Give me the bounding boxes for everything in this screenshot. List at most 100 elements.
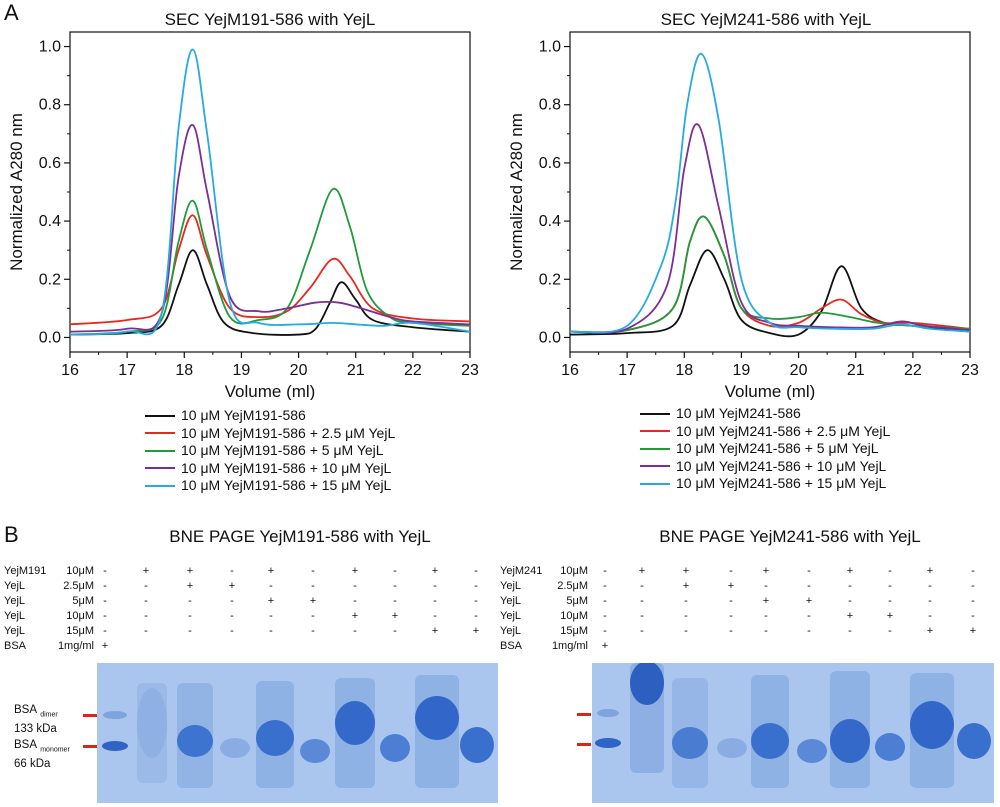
gel-band xyxy=(830,719,870,763)
marker-monomer-name: BSA xyxy=(14,739,38,751)
gel-band xyxy=(797,739,827,763)
lane-mark: - xyxy=(393,565,397,577)
x-tick-label: 20 xyxy=(790,362,808,379)
y-tick-label: 0.4 xyxy=(39,213,61,230)
x-axis-label: Volume (ml) xyxy=(225,382,316,400)
row-label-name: YejL xyxy=(500,610,522,622)
lane-mark: - xyxy=(393,580,397,592)
y-axis-label: Normalized A280 nm xyxy=(507,113,526,271)
row-label-name: YejL xyxy=(4,610,26,622)
lane-mark: - xyxy=(603,580,607,592)
lane-mark: - xyxy=(971,565,975,577)
lane-mark: - xyxy=(474,565,478,577)
lane-mark: + xyxy=(431,625,439,637)
row-label-conc: 5μM xyxy=(566,595,588,607)
lane-mark: - xyxy=(393,595,397,607)
lane-mark: - xyxy=(103,580,107,592)
lane-mark: + xyxy=(762,565,770,577)
row-label-name: YejL xyxy=(500,625,522,637)
row-label-conc: 15μM xyxy=(560,625,588,637)
lane-mark: - xyxy=(971,610,975,622)
marker-line-dimer-left xyxy=(83,714,97,717)
lane-mark: + xyxy=(351,565,359,577)
gel-band xyxy=(875,733,905,761)
lane-mark: - xyxy=(764,625,768,637)
marker-label-dimer: BSA dimer 133 kDa xyxy=(14,703,58,736)
legend-label: 10 μM YejM191-586 + 5 μM YejL xyxy=(181,442,384,458)
lane-mark: - xyxy=(603,595,607,607)
lane-mark: + xyxy=(846,565,854,577)
lane-mark: + xyxy=(186,580,194,592)
gel-band xyxy=(957,723,991,759)
legend-swatch xyxy=(145,449,175,452)
legend-item: 10 μM YejM241-586 + 10 μM YejL xyxy=(640,458,890,476)
lane-mark: - xyxy=(230,625,234,637)
series-line-4 xyxy=(69,124,471,333)
lane-mark: + xyxy=(601,640,609,652)
lane-mark: + xyxy=(228,580,236,592)
row-label-conc: 10μM xyxy=(560,565,588,577)
lane-mark: + xyxy=(682,565,690,577)
lane-mark: - xyxy=(640,625,644,637)
x-tick-label: 23 xyxy=(461,362,479,379)
gel-band xyxy=(672,727,708,759)
x-tick-label: 22 xyxy=(404,362,422,379)
legend-swatch xyxy=(640,447,670,450)
row-label-conc: 15μM xyxy=(66,625,94,637)
lane-mark: - xyxy=(729,595,733,607)
chart-title-left: SEC YejM191-586 with YejL xyxy=(164,10,376,29)
row-label-name: YejM191 xyxy=(4,565,47,577)
lane-mark: - xyxy=(144,625,148,637)
lane-mark: - xyxy=(684,595,688,607)
lane-mark: + xyxy=(351,610,359,622)
lane-mark: + xyxy=(431,565,439,577)
x-tick-label: 19 xyxy=(233,362,251,379)
legend-item: 10 μM YejM191-586 + 5 μM YejL xyxy=(145,442,395,460)
legend-label: 10 μM YejM241-586 + 2.5 μM YejL xyxy=(676,422,891,439)
lane-mark: + xyxy=(846,610,854,622)
legend-item: 10 μM YejM241-586 xyxy=(640,405,890,423)
lane-mark: - xyxy=(764,610,768,622)
gel-band xyxy=(751,723,789,759)
x-tick-label: 17 xyxy=(118,362,136,379)
gel-lane-table-right: YejM241 10μM - + + - + - + - + - YejL 2.5μM - - + + - - - - - -… xyxy=(498,565,1000,665)
legend-swatch xyxy=(640,482,670,485)
x-axis-label: Volume (ml) xyxy=(725,382,816,400)
panel-label-b: B xyxy=(4,522,19,547)
lane-mark: - xyxy=(888,625,892,637)
lane-mark: + xyxy=(101,640,109,652)
x-tick-label: 21 xyxy=(847,362,865,379)
legend-left: 10 μM YejM191-586 10 μM YejM191-586 + 2.5… xyxy=(145,407,395,495)
lane-mark: - xyxy=(269,625,273,637)
lane-mark: - xyxy=(433,595,437,607)
marker-line-monomer-left xyxy=(83,745,97,748)
lane-mark: + xyxy=(472,625,480,637)
gel-band xyxy=(102,741,128,751)
lane-mark: + xyxy=(142,565,150,577)
legend-swatch xyxy=(145,484,175,487)
lane-mark: + xyxy=(638,565,646,577)
legend-right: 10 μM YejM241-586 10 μM YejM241-586 + 2.5… xyxy=(640,405,890,493)
lane-mark: - xyxy=(103,565,107,577)
gel-band xyxy=(630,663,664,705)
gel-band xyxy=(595,738,621,748)
row-label-name: BSA xyxy=(4,640,27,652)
row-label-conc: 10μM xyxy=(66,565,94,577)
legend-label: 10 μM YejM191-586 xyxy=(181,407,306,423)
legend-swatch xyxy=(145,414,175,417)
row-label-name: YejL xyxy=(4,580,26,592)
lane-mark: - xyxy=(764,580,768,592)
lane-mark: - xyxy=(603,625,607,637)
lane-mark: + xyxy=(805,595,813,607)
gel-band xyxy=(103,711,127,719)
x-tick-label: 17 xyxy=(618,362,636,379)
lane-mark: - xyxy=(188,595,192,607)
plot-frame xyxy=(69,31,471,353)
lane-mark: + xyxy=(267,595,275,607)
lane-mark: + xyxy=(926,565,934,577)
lane-mark: - xyxy=(848,595,852,607)
row-label-conc: 5μM xyxy=(72,595,94,607)
gel-band xyxy=(910,701,954,749)
gel-band xyxy=(597,709,619,717)
row-label-conc: 1mg/ml xyxy=(57,640,94,652)
